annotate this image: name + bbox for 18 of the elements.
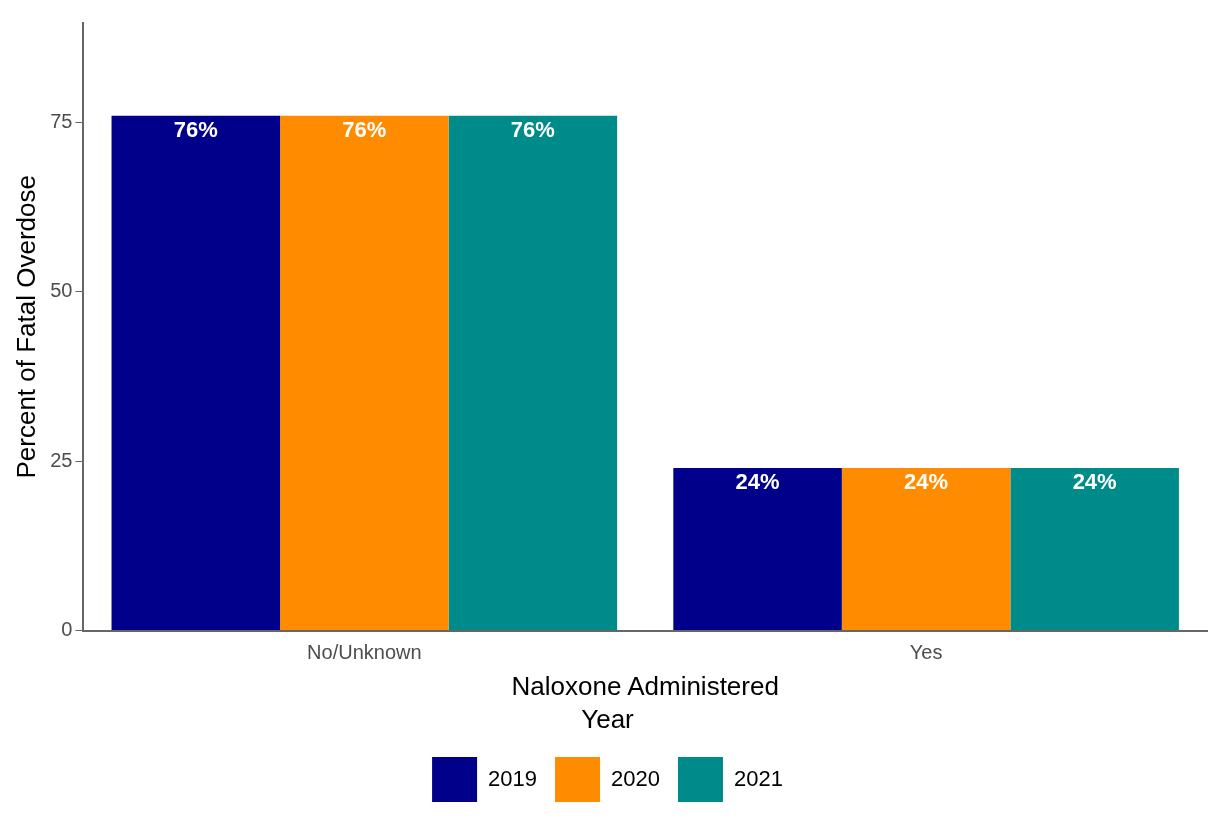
data-label: 24% xyxy=(904,469,949,495)
legend-title: Year xyxy=(581,703,635,734)
y-tick-label: 50 xyxy=(50,279,73,302)
legend-label: 2021 xyxy=(733,765,783,791)
x-axis-title: Naloxone Administered xyxy=(511,671,779,702)
y-tick-label: 0 xyxy=(61,618,73,641)
y-tick-label: 75 xyxy=(50,110,73,133)
legend-label: 2020 xyxy=(611,765,660,791)
data-label: 76% xyxy=(510,116,555,142)
x-tick-label: No/Unknown xyxy=(307,641,422,664)
x-tick-label: Yes xyxy=(909,641,943,664)
data-label: 24% xyxy=(735,469,780,495)
data-label: 24% xyxy=(1072,469,1117,495)
data-label: 76% xyxy=(173,116,218,142)
y-tick-label: 25 xyxy=(50,448,73,471)
legend-label: 2019 xyxy=(488,765,538,791)
data-label: 76% xyxy=(342,116,387,142)
y-axis-title: Percent of Fatal Overdose xyxy=(10,175,41,479)
